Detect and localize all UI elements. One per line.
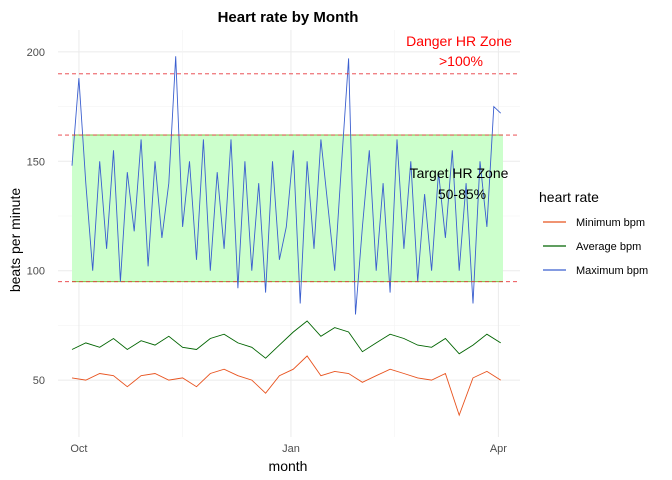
data-series (71, 56, 502, 417)
chart-title: Heart rate by Month (218, 9, 359, 26)
target-zone-label-line2: 50-85% (438, 186, 486, 202)
x-tick-label: Oct (70, 443, 87, 455)
y-tick-label: 200 (27, 47, 45, 59)
target-zone-band (72, 135, 503, 282)
legend-item-label: Maximum bpm (576, 265, 648, 277)
y-tick-label: 150 (27, 156, 45, 168)
y-tick-label: 100 (27, 266, 45, 278)
series-line-maximum-bpm (71, 56, 502, 315)
target-zone-label-line1: Target HR Zone (410, 165, 509, 181)
x-axis-label: month (269, 458, 308, 474)
danger-zone-label-line2: >100% (439, 53, 483, 69)
hr-zones (72, 134, 503, 283)
legend: heart rate Minimum bpm Average bpm Maximum… (539, 189, 648, 277)
y-axis-label: beats per minute (7, 188, 23, 292)
reference-lines (58, 73, 520, 283)
x-axis-ticks: Oct Jan Apr (70, 443, 507, 455)
legend-title: heart rate (539, 189, 599, 205)
series-line-minimum-bpm (71, 355, 501, 417)
x-tick-label: Jan (282, 443, 300, 455)
y-axis-ticks: 50 100 150 200 (27, 47, 45, 387)
danger-zone-label-line1: Danger HR Zone (406, 33, 512, 49)
legend-item-label: Average bpm (576, 241, 641, 253)
y-tick-label: 50 (33, 375, 45, 387)
x-tick-label: Apr (490, 443, 507, 455)
legend-item-label: Minimum bpm (576, 217, 645, 229)
series-line-average-bpm (71, 320, 501, 359)
zone-annotations: Danger HR Zone >100% Target HR Zone 50-8… (406, 33, 512, 202)
